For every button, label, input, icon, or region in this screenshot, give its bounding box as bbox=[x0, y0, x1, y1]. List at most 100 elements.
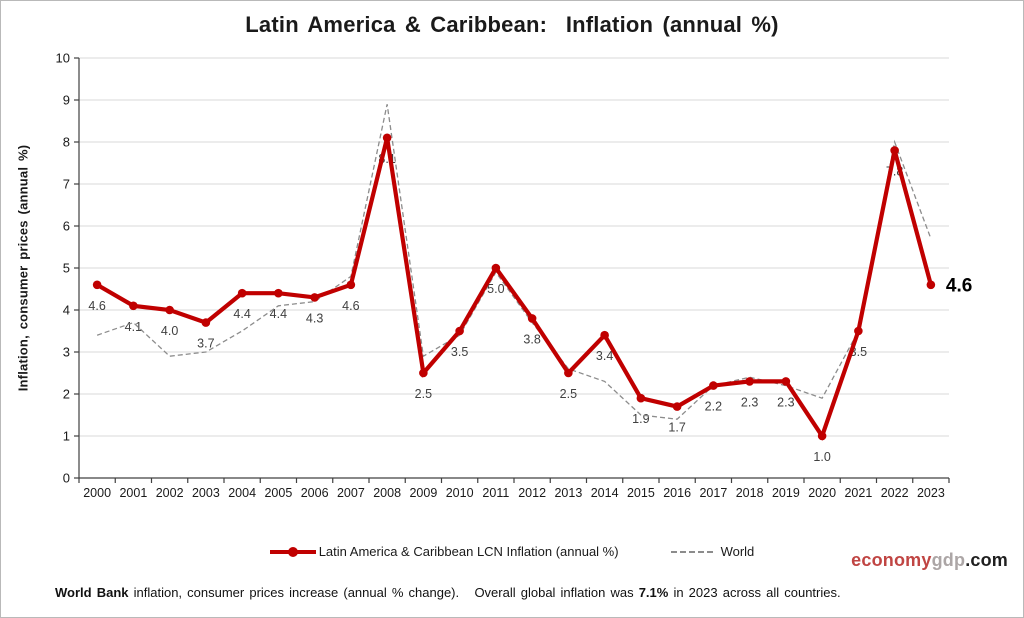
x-tick-label: 2021 bbox=[844, 486, 872, 500]
data-point-marker bbox=[165, 305, 174, 315]
data-point-marker bbox=[672, 402, 682, 411]
data-label: 3.5 bbox=[451, 345, 468, 359]
legend-label-world: World bbox=[720, 544, 755, 559]
data-point-marker bbox=[129, 301, 138, 311]
footnote: World Bank inflation, consumer prices in… bbox=[55, 585, 841, 600]
x-tick-label: 2005 bbox=[264, 486, 292, 500]
x-tick-label: 2017 bbox=[699, 486, 727, 500]
x-tick-label: 2012 bbox=[518, 486, 546, 500]
legend-item-world: World bbox=[670, 544, 755, 559]
marker-dot-icon bbox=[287, 546, 298, 557]
x-tick-label: 2018 bbox=[736, 486, 764, 500]
brand-logo: economygdp.com bbox=[851, 550, 1008, 571]
legend-label-lcn: Latin America & Caribbean LCN Inflation … bbox=[318, 544, 619, 559]
data-point-marker bbox=[237, 288, 247, 298]
data-point-marker bbox=[890, 146, 899, 155]
data-point-marker bbox=[346, 280, 356, 290]
x-tick-label: 2008 bbox=[373, 486, 401, 500]
footnote-global-rate: 7.1% bbox=[638, 585, 669, 600]
x-tick-label: 2019 bbox=[772, 486, 800, 500]
data-label: 4.6 bbox=[342, 299, 359, 313]
data-point-marker bbox=[419, 368, 428, 378]
x-tick-label: 2011 bbox=[482, 486, 509, 500]
x-tick-label: 2016 bbox=[663, 486, 691, 500]
brand-economy: economy bbox=[851, 550, 932, 570]
data-label: 3.7 bbox=[197, 337, 214, 351]
highlight-last-value-label: 4.6 bbox=[946, 275, 972, 296]
data-point-marker bbox=[745, 377, 754, 386]
data-point-marker bbox=[926, 280, 936, 290]
y-tick-label: 7 bbox=[63, 177, 70, 192]
x-tick-label: 2003 bbox=[192, 486, 220, 500]
x-tick-label: 2001 bbox=[119, 486, 147, 500]
y-tick-label: 5 bbox=[63, 261, 70, 276]
x-tick-label: 2015 bbox=[627, 486, 655, 500]
data-point-marker bbox=[600, 330, 609, 340]
x-tick-label: 2010 bbox=[446, 486, 474, 500]
data-point-marker bbox=[564, 368, 573, 378]
brand-com: .com bbox=[965, 550, 1008, 570]
data-point-marker bbox=[491, 263, 501, 273]
data-point-marker bbox=[92, 280, 102, 290]
data-label: 4.6 bbox=[88, 299, 105, 313]
x-tick-label: 2022 bbox=[881, 486, 909, 500]
footnote-source: World Bank bbox=[55, 585, 129, 600]
x-tick-label: 2009 bbox=[409, 486, 437, 500]
x-tick-label: 2000 bbox=[83, 486, 111, 500]
data-label: 2.3 bbox=[777, 395, 794, 409]
legend: Latin America & Caribbean LCN Inflation … bbox=[1, 544, 1023, 559]
data-label: 1.7 bbox=[668, 421, 685, 435]
data-point-marker bbox=[455, 326, 464, 336]
footnote-text-1: inflation, consumer prices increase (ann… bbox=[128, 585, 639, 600]
data-label: 5.0 bbox=[487, 282, 504, 296]
world-series-line bbox=[96, 104, 932, 420]
x-tick-label: 2023 bbox=[917, 486, 945, 500]
y-tick-label: 4 bbox=[63, 303, 70, 318]
data-point-marker bbox=[527, 314, 537, 323]
data-label: 4.1 bbox=[125, 320, 142, 334]
data-point-marker bbox=[636, 393, 646, 403]
data-label: 3.4 bbox=[596, 349, 613, 363]
data-point-marker bbox=[201, 318, 211, 327]
x-tick-label: 2020 bbox=[808, 486, 836, 500]
x-tick-label: 2004 bbox=[228, 486, 256, 500]
data-label: 3.8 bbox=[523, 332, 540, 346]
dashed-line-swatch-icon bbox=[670, 550, 713, 553]
y-tick-label: 1 bbox=[63, 429, 70, 444]
data-label: 4.4 bbox=[233, 307, 250, 321]
x-tick-label: 2007 bbox=[337, 486, 365, 500]
y-tick-label: 6 bbox=[63, 219, 70, 234]
data-point-marker bbox=[709, 381, 718, 390]
data-point-marker bbox=[854, 326, 863, 336]
data-label: 4.3 bbox=[306, 311, 323, 325]
x-tick-label: 2006 bbox=[301, 486, 329, 500]
data-label: 4.0 bbox=[161, 324, 178, 338]
footnote-text-2: in 2023 across all countries. bbox=[668, 585, 841, 600]
y-tick-label: 8 bbox=[63, 135, 70, 150]
data-label: 1.0 bbox=[813, 450, 830, 464]
x-tick-label: 2014 bbox=[591, 486, 619, 500]
y-tick-label: 0 bbox=[63, 471, 70, 486]
y-tick-label: 9 bbox=[63, 93, 70, 108]
x-tick-label: 2002 bbox=[156, 486, 184, 500]
y-tick-label: 2 bbox=[63, 387, 70, 402]
data-label: 2.2 bbox=[705, 400, 722, 414]
data-label: 2.3 bbox=[741, 395, 758, 409]
x-tick-label: 2013 bbox=[554, 486, 582, 500]
data-point-marker bbox=[817, 431, 827, 441]
data-point-marker bbox=[781, 377, 791, 386]
y-tick-label: 3 bbox=[63, 345, 70, 360]
data-point-marker bbox=[382, 133, 392, 143]
red-line-swatch-icon bbox=[269, 546, 316, 557]
data-point-marker bbox=[274, 288, 283, 298]
data-label: 2.5 bbox=[560, 387, 577, 401]
data-point-marker bbox=[310, 293, 319, 302]
brand-gdp: gdp bbox=[931, 550, 966, 570]
data-label: 2.5 bbox=[415, 387, 432, 401]
y-tick-label: 10 bbox=[56, 51, 70, 66]
chart-title: Latin America & Caribbean: Inflation (an… bbox=[245, 12, 779, 37]
legend-item-lcn: Latin America & Caribbean LCN Inflation … bbox=[269, 544, 619, 559]
data-label: 4.4 bbox=[270, 307, 287, 321]
